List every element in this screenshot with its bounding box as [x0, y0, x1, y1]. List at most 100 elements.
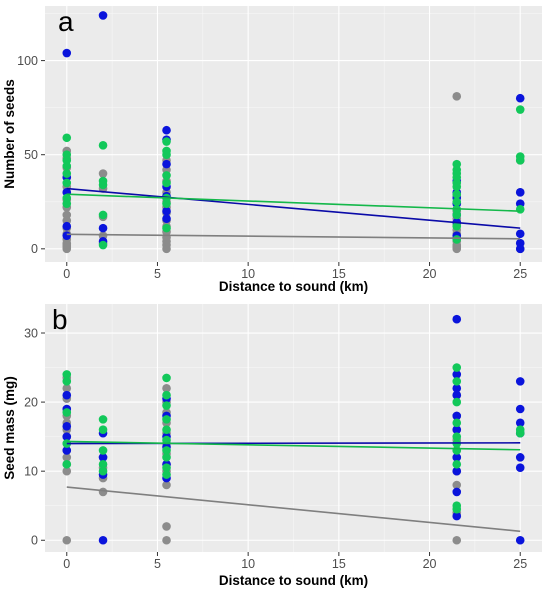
trend-line-green	[66, 193, 521, 212]
panel-label: a	[58, 6, 74, 37]
data-point-blue	[515, 463, 525, 473]
data-point-green	[452, 504, 462, 514]
data-point-blue	[62, 231, 72, 240]
data-point-gray	[62, 535, 72, 545]
data-point-blue	[98, 535, 108, 545]
x-axis-title: Distance to sound (km)	[219, 573, 368, 588]
data-point-blue	[515, 188, 525, 197]
y-tick-label: 50	[24, 148, 38, 162]
data-point-green	[452, 189, 462, 199]
data-point-green	[98, 240, 108, 250]
data-point-blue	[452, 466, 462, 476]
data-point-blue	[162, 159, 171, 169]
data-point-green	[452, 197, 462, 207]
data-point-blue	[452, 425, 462, 435]
data-point-green	[162, 390, 171, 400]
data-point-blue	[515, 93, 525, 103]
data-point-green	[62, 459, 72, 469]
data-point-green	[162, 178, 171, 188]
data-point-green	[162, 137, 171, 146]
data-point-blue	[98, 223, 108, 233]
data-point-gray	[452, 480, 462, 490]
data-point-green	[62, 370, 72, 379]
data-point-gray	[162, 522, 171, 531]
data-point-blue	[515, 535, 525, 545]
data-point-green	[162, 415, 171, 424]
data-point-blue	[452, 390, 462, 400]
data-point-green	[162, 435, 171, 445]
data-point-green	[452, 210, 462, 220]
data-point-blue	[515, 418, 525, 428]
data-point-blue	[452, 453, 462, 462]
data-point-gray	[98, 169, 108, 178]
data-point-green	[162, 373, 171, 383]
data-point-blue	[62, 221, 72, 231]
data-point-blue	[62, 48, 72, 58]
data-point-green	[62, 377, 72, 386]
data-point-green	[98, 446, 108, 455]
data-point-gray	[162, 535, 171, 545]
data-point-green	[452, 182, 462, 192]
data-point-blue	[62, 421, 72, 431]
trend-line-gray	[66, 233, 521, 240]
y-tick-label: 0	[31, 242, 38, 256]
data-point-blue	[452, 370, 462, 379]
data-point-green	[452, 432, 462, 441]
data-point-green	[452, 221, 462, 231]
series-green	[62, 105, 525, 250]
data-point-green	[452, 446, 462, 455]
x-tick-label: 25	[513, 557, 527, 571]
data-point-gray	[62, 210, 72, 220]
data-point-green	[62, 408, 72, 417]
y-tick-label: 10	[24, 464, 38, 478]
data-point-blue	[62, 446, 72, 455]
data-point-blue	[515, 244, 525, 254]
data-point-blue	[62, 390, 72, 400]
data-point-green	[98, 180, 108, 190]
data-point-blue	[515, 453, 525, 462]
data-point-blue	[98, 453, 108, 462]
data-point-green	[98, 466, 108, 476]
data-point-green	[452, 377, 462, 386]
data-point-green	[162, 171, 171, 180]
x-tick-label: 15	[332, 267, 346, 281]
data-point-blue	[452, 383, 462, 393]
data-point-green	[515, 156, 525, 165]
data-point-gray	[98, 487, 108, 497]
trend-line-green	[66, 440, 521, 451]
data-point-blue	[515, 229, 525, 239]
data-point-blue	[162, 214, 171, 224]
data-point-green	[452, 235, 462, 244]
y-tick-label: 20	[24, 395, 38, 409]
data-point-green	[98, 140, 108, 150]
data-point-green	[162, 223, 171, 233]
data-point-green	[162, 401, 171, 410]
x-tick-label: 15	[332, 557, 346, 571]
data-point-gray	[162, 480, 171, 490]
x-tick-label: 5	[154, 267, 161, 281]
data-point-green	[62, 178, 72, 188]
data-point-blue	[452, 487, 462, 497]
x-axis-title: Distance to sound (km)	[219, 279, 368, 294]
x-tick-label: 20	[423, 557, 437, 571]
data-point-green	[98, 415, 108, 424]
x-tick-label: 10	[241, 267, 255, 281]
x-tick-label: 20	[423, 267, 437, 281]
y-tick-label: 0	[31, 534, 38, 548]
data-point-green	[162, 425, 171, 435]
data-point-green	[62, 161, 72, 171]
trend-line-gray	[66, 486, 521, 533]
data-point-gray	[62, 383, 72, 393]
y-tick-label: 30	[24, 326, 38, 340]
data-point-green	[62, 199, 72, 208]
data-point-gray	[162, 383, 171, 393]
data-point-green	[162, 150, 171, 160]
data-point-green	[98, 425, 108, 435]
data-point-green	[98, 459, 108, 469]
x-tick-label: 0	[63, 267, 70, 281]
data-point-green	[162, 463, 171, 473]
x-tick-label: 0	[63, 557, 70, 571]
data-point-blue	[62, 432, 72, 441]
data-point-green	[515, 105, 525, 114]
